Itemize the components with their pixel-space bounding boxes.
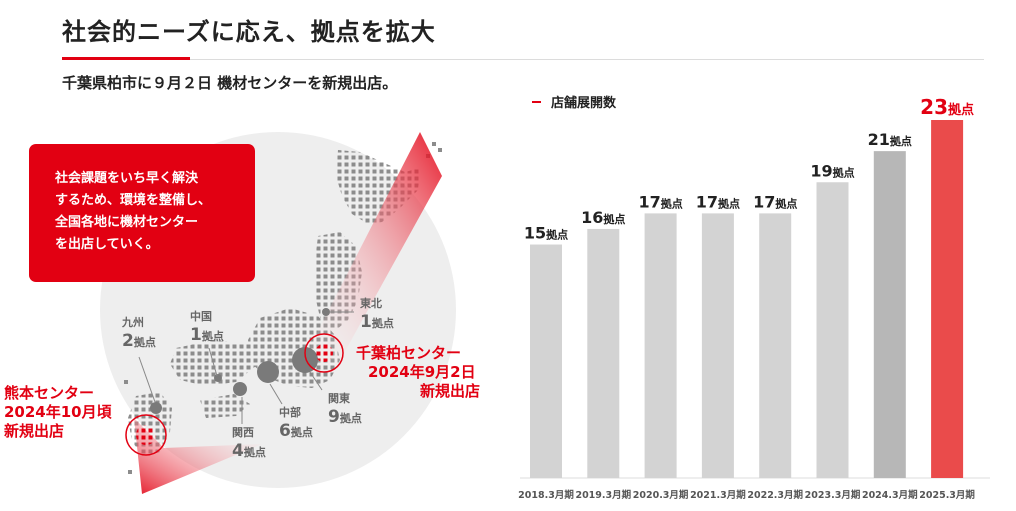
region-label-kyushu: 九州 2拠点 — [122, 316, 156, 354]
map-region-shikoku — [200, 394, 250, 418]
region-marker-chubu — [257, 361, 279, 383]
title-accent-bar — [62, 57, 190, 60]
region-label-chugoku: 中国 1拠点 — [190, 310, 224, 348]
center-status: 新規出店 — [420, 382, 481, 400]
message-line: 全国各地に機材センター — [55, 215, 199, 230]
chart-data-label: 19拠点 — [810, 161, 854, 180]
chart-data-label: 21拠点 — [868, 130, 912, 149]
region-count: 1 — [360, 312, 372, 332]
chart-tick-label: 2024.3月期 — [862, 489, 918, 501]
message-line: 社会課題をいち早く解決 — [55, 171, 199, 186]
chart-data-label: 16拠点 — [581, 208, 625, 227]
region-label-kansai: 関西 4拠点 — [232, 426, 266, 464]
highlight-beam-chiba — [300, 132, 442, 366]
chart-tick-label: 2023.3月期 — [805, 489, 861, 501]
message-box: 社会課題をいち早く解決 するため、環境を整備し、 全国各地に機材センター を出店… — [29, 144, 255, 282]
new-center-marker-chiba — [315, 344, 333, 362]
chart-data-label: 15拠点 — [524, 224, 568, 243]
center-status: 新規出店 — [4, 422, 65, 440]
chart-data-label: 17拠点 — [753, 192, 797, 211]
chart-bar — [931, 120, 964, 478]
region-label-kanto: 関東 9拠点 — [328, 392, 362, 430]
region-unit: 拠点 — [339, 412, 362, 425]
region-name: 関東 — [328, 392, 350, 405]
region-unit: 拠点 — [201, 330, 224, 343]
chart-bar — [701, 213, 734, 478]
page-title: 社会的ニーズに応え、拠点を拡大 — [62, 18, 436, 46]
center-name: 熊本センター — [4, 384, 95, 402]
region-name: 中国 — [190, 310, 212, 323]
region-name: 関西 — [232, 426, 254, 439]
region-name: 中部 — [279, 406, 301, 419]
message-line: を出店していく。 — [55, 237, 159, 252]
chart-tick-label: 2021.3月期 — [690, 489, 746, 501]
region-count: 6 — [279, 421, 291, 441]
chart-title-text: 店舗展開数 — [551, 96, 617, 111]
region-label-chubu: 中部 6拠点 — [279, 406, 313, 444]
chart-title-dash — [532, 101, 541, 103]
chart-tick-label: 2022.3月期 — [747, 489, 803, 501]
center-name: 千葉柏センター — [356, 344, 462, 362]
page-subtitle: 千葉県柏市に９月２日 機材センターを新規出店。 — [62, 74, 398, 92]
region-count: 9 — [328, 407, 340, 427]
region-marker-tohoku — [322, 308, 330, 316]
chart-bar — [759, 213, 792, 478]
chart-data-label: 23拠点 — [920, 95, 974, 119]
region-name: 東北 — [360, 297, 382, 310]
chart-bar — [644, 213, 677, 478]
center-date: 2024年10月頃 — [4, 403, 112, 421]
region-marker-chugoku — [214, 374, 222, 382]
region-label-tohoku: 東北 1拠点 — [360, 297, 394, 335]
region-unit: 拠点 — [371, 317, 394, 330]
chart-title: 店舗展開数 — [532, 92, 616, 111]
region-marker-kyushu — [150, 402, 162, 414]
center-date: 2024年9月2日 — [368, 363, 476, 381]
new-center-label-chiba: 千葉柏センター 2024年9月2日 新規出店 — [356, 344, 480, 401]
chart-tick-label: 2018.3月期 — [518, 489, 574, 501]
chart-bar — [816, 182, 849, 478]
chart-tick-label: 2020.3月期 — [633, 489, 689, 501]
region-unit: 拠点 — [133, 336, 156, 349]
store-count-bar-chart: 15拠点 2018.3月期 16拠点 2019.3月期 17拠点 2020.3月期 17拠点… — [518, 95, 990, 501]
chart-bar — [587, 228, 620, 478]
chart-tick-label: 2025.3月期 — [919, 489, 975, 501]
highlight-beam-kumamoto — [134, 418, 262, 494]
region-count: 4 — [232, 441, 244, 461]
region-unit: 拠点 — [290, 426, 313, 439]
chart-bar — [530, 244, 562, 478]
region-count: 1 — [190, 325, 202, 345]
region-name: 九州 — [122, 316, 144, 329]
chart-tick-label: 2019.3月期 — [575, 489, 631, 501]
chart-data-label: 17拠点 — [638, 192, 682, 211]
region-marker-kansai — [233, 382, 247, 396]
region-count: 2 — [122, 331, 134, 351]
new-center-ring-kumamoto — [125, 414, 167, 456]
chart-data-label: 17拠点 — [696, 192, 740, 211]
new-center-label-kumamoto: 熊本センター 2024年10月頃 新規出店 — [4, 384, 112, 441]
region-unit: 拠点 — [243, 446, 266, 459]
new-center-marker-kumamoto — [136, 425, 156, 445]
new-center-ring-chiba — [304, 333, 344, 373]
chart-bar — [873, 151, 906, 478]
message-line: するため、環境を整備し、 — [55, 193, 212, 208]
title-divider — [62, 59, 984, 60]
